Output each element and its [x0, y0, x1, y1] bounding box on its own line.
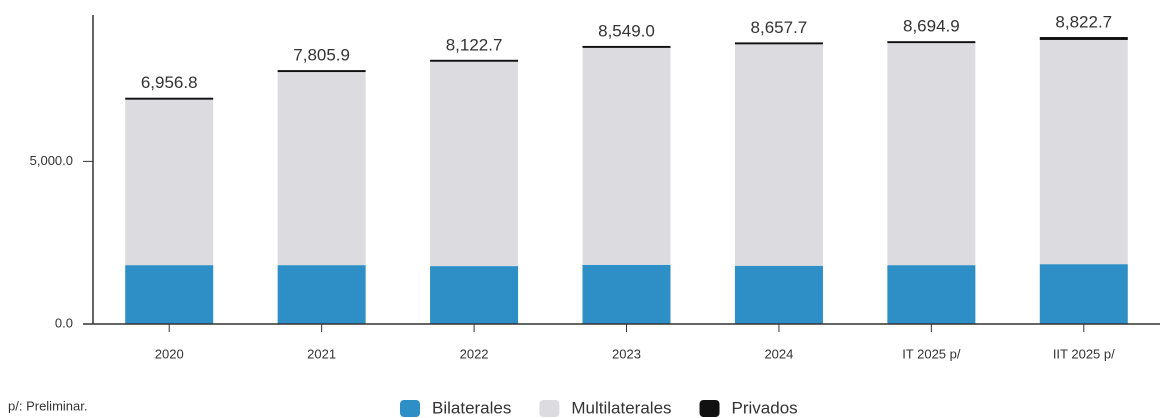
total-label: 6,956.8 [141, 73, 198, 92]
x-tick-label: IT 2025 p/ [902, 346, 961, 361]
bar-segment [1039, 264, 1128, 324]
bar-segment [277, 72, 366, 266]
legend-label: Privados [732, 398, 798, 417]
x-tick-label: 2023 [612, 346, 641, 361]
y-tick-label: 0.0 [55, 315, 73, 330]
legend-swatch [699, 400, 720, 417]
x-tick-label: 2021 [307, 346, 336, 361]
total-label: 8,122.7 [446, 35, 503, 54]
bar-segment [582, 264, 671, 324]
legend-label: Multilaterales [571, 398, 671, 417]
bar-segment [582, 45, 671, 48]
bar-segment [125, 99, 214, 266]
bar-segment [734, 265, 823, 324]
bar-segment [582, 47, 671, 265]
y-tick-label: 5,000.0 [30, 153, 73, 168]
bar-segment [430, 59, 519, 62]
total-label: 8,822.7 [1055, 13, 1112, 32]
total-label: 7,805.9 [293, 46, 350, 65]
bar-segment [887, 265, 976, 324]
bar-segment [125, 265, 214, 324]
bar-segment [1039, 39, 1128, 265]
total-label: 8,694.9 [903, 17, 960, 36]
bar-segment [734, 42, 823, 45]
bar-segment [430, 266, 519, 324]
bar-segment [125, 97, 214, 100]
x-tick-label: 2024 [764, 346, 793, 361]
x-tick-label: 2022 [460, 346, 489, 361]
note: p/: Preliminar. [8, 398, 87, 413]
total-label: 8,657.7 [751, 18, 808, 37]
bar-segment [734, 44, 823, 266]
x-tick-label: 2020 [155, 346, 184, 361]
legend-swatch [400, 400, 420, 417]
bar-segment [277, 265, 366, 324]
bar-segment [1039, 37, 1128, 40]
x-tick-label: IIT 2025 p/ [1053, 346, 1115, 361]
total-label: 8,549.0 [598, 21, 655, 40]
bar-segment [430, 61, 519, 267]
legend-swatch [539, 400, 560, 417]
bar-segment [277, 70, 366, 73]
legend-label: Bilaterales [432, 398, 511, 417]
bar-segment [887, 43, 976, 266]
bar-segment [887, 41, 976, 44]
